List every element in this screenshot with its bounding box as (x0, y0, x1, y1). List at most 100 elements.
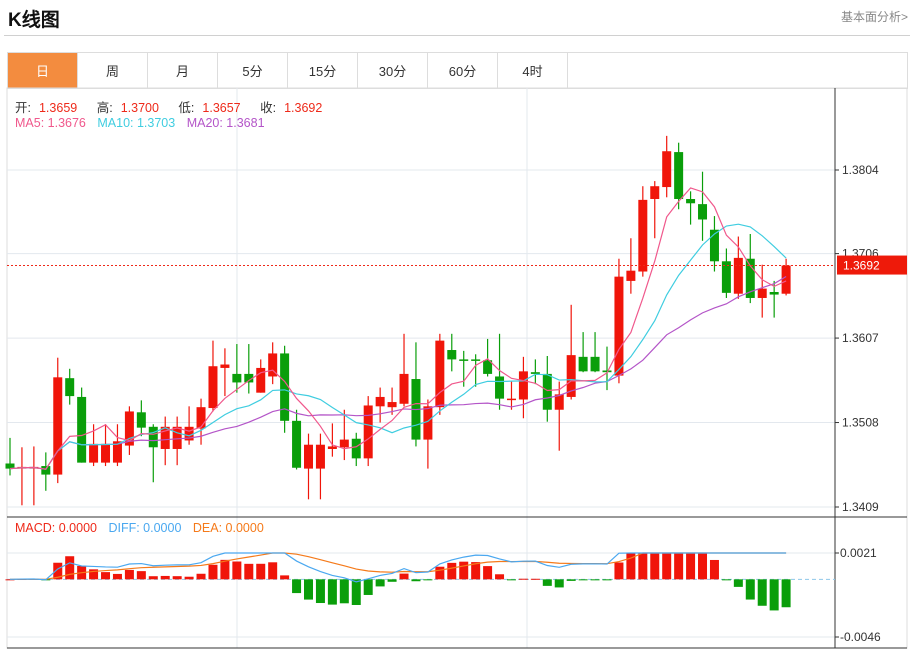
ma5-line (9, 187, 787, 470)
tab-5min[interactable]: 5分 (218, 53, 288, 88)
macd-bar (315, 579, 325, 604)
candle-body (160, 426, 170, 449)
candle (721, 248, 731, 298)
candle-body (542, 373, 552, 410)
close-value: 1.3692 (284, 101, 323, 115)
candle-body (686, 199, 696, 204)
candle-body (721, 261, 731, 293)
macd-bar (459, 561, 469, 580)
candle (662, 135, 672, 198)
tab-month[interactable]: 月 (148, 53, 218, 88)
fundamental-analysis-link[interactable]: 基本面分析> (840, 10, 908, 24)
macd-bar (112, 573, 122, 580)
macd-bar (650, 553, 660, 580)
candle (423, 399, 433, 469)
macd-bar (530, 578, 540, 580)
candle-body (136, 412, 146, 428)
macd-bar (375, 579, 385, 587)
candle-body (89, 443, 99, 463)
candle-body (315, 444, 325, 469)
ohlc-legend: 开: 1.3659 高: 1.3700 低: 1.3657 收: 1.3692 (15, 97, 338, 116)
price-tick-label: 1.3804 (842, 163, 879, 177)
tab-week[interactable]: 周 (78, 53, 148, 88)
tab-60min[interactable]: 60分 (428, 53, 498, 88)
candle (435, 333, 445, 415)
candle (339, 409, 349, 461)
tab-day[interactable]: 日 (8, 53, 78, 88)
candle-body (590, 356, 600, 372)
candle (554, 381, 564, 451)
macd-bar (268, 562, 278, 580)
candle-body (662, 151, 672, 188)
candle (232, 344, 242, 393)
macd-bar (89, 569, 99, 580)
candle-body (650, 186, 660, 200)
macd-bar (184, 576, 194, 580)
open-label: 开: (15, 101, 31, 115)
candle-body (112, 441, 122, 463)
candle (304, 433, 313, 500)
candle (411, 342, 421, 447)
macd-bar (769, 579, 779, 611)
macd-bar (483, 566, 493, 580)
tab-30min[interactable]: 30分 (358, 53, 428, 88)
macd-bar (280, 575, 290, 580)
candle (590, 332, 600, 373)
candle (101, 424, 111, 467)
macd-bar (5, 579, 15, 581)
candle (208, 340, 218, 412)
candle-body (220, 364, 230, 368)
macd-bar (196, 573, 206, 580)
dea-value: DEA: 0.0000 (192, 521, 264, 535)
macd-bar (304, 579, 313, 600)
candle (447, 333, 457, 372)
macd-bar (435, 566, 445, 580)
candle-body (5, 463, 15, 469)
macd-bar (674, 553, 684, 580)
candle-body (769, 292, 779, 295)
ma10-value: MA10: 1.3703 (97, 116, 176, 130)
tab-4hour[interactable]: 4时 (498, 53, 568, 88)
macd-bar (351, 579, 361, 605)
macd-tick-label: -0.0046 (840, 630, 881, 644)
candle (375, 387, 385, 423)
candle (626, 238, 636, 294)
candle (315, 433, 325, 500)
candle-body (709, 229, 719, 262)
candle-body (614, 276, 624, 376)
macd-bar (721, 579, 731, 581)
candle-body (506, 398, 516, 401)
candle-body (77, 396, 87, 463)
macd-bar (327, 579, 337, 605)
macd-legend: MACD: 0.0000 DIFF: 0.0000 DEA: 0.0000 (15, 521, 272, 535)
candle-body (471, 359, 481, 361)
candle-body (387, 402, 397, 408)
macd-bar (101, 572, 111, 580)
macd-bar (53, 562, 63, 580)
candle-body (566, 355, 576, 397)
macd-bar (518, 578, 528, 580)
candle (578, 332, 588, 373)
tab-15min[interactable]: 15分 (288, 53, 358, 88)
candle (29, 446, 39, 506)
macd-bar (387, 579, 397, 582)
macd-bar (244, 563, 254, 580)
candle-body (757, 288, 767, 298)
candle (5, 437, 15, 476)
candle (196, 398, 206, 445)
macd-bar (686, 553, 696, 580)
candle (77, 387, 87, 463)
ma5-value: MA5: 1.3676 (15, 116, 86, 130)
candle (518, 356, 528, 419)
macd-bar (148, 576, 158, 580)
macd-bar (208, 564, 218, 580)
candle (124, 406, 134, 455)
current-price-label: 1.3692 (843, 259, 880, 273)
candle (244, 344, 254, 394)
diff-value: DIFF: 0.0000 (108, 521, 182, 535)
candle-body (399, 373, 409, 404)
close-label: 收: (260, 101, 277, 115)
page-title: K线图 (8, 10, 60, 31)
price-tick-label: 1.3508 (842, 416, 879, 430)
